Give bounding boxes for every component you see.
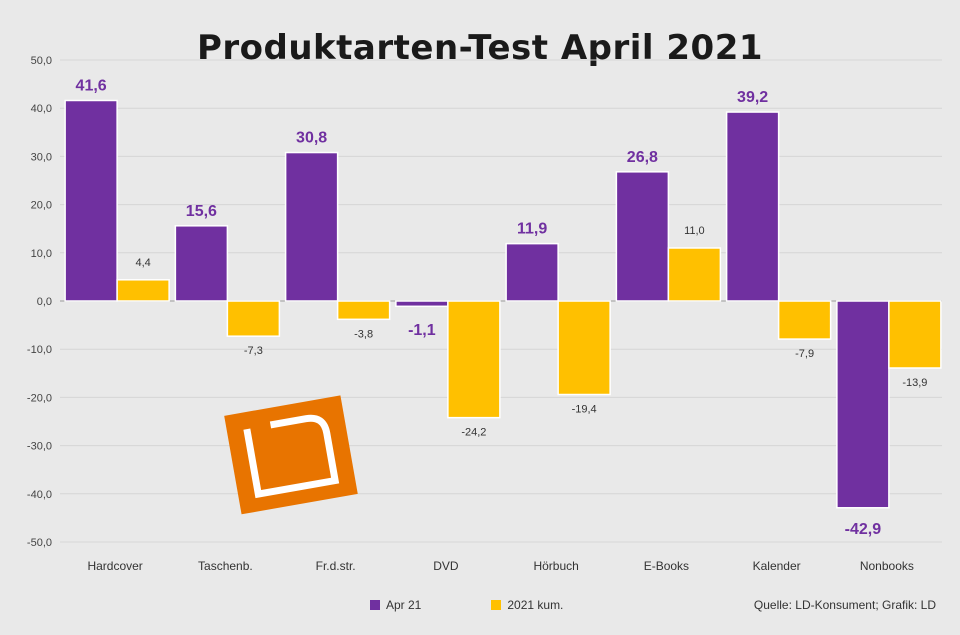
data-label-kum: -7,3 xyxy=(244,345,263,357)
legend-label-apr: Apr 21 xyxy=(386,598,422,612)
x-tick-label: DVD xyxy=(433,559,459,573)
x-axis-ticks: Hardcover Taschenb. Fr.d.str. DVD Hörbuch E-B… xyxy=(87,559,913,573)
y-tick-label: 20,0 xyxy=(31,200,52,212)
y-tick-label: 10,0 xyxy=(31,248,52,260)
bar-kum xyxy=(226,300,281,337)
bar-apr xyxy=(284,151,339,302)
bar-apr xyxy=(725,111,780,302)
bar-kum xyxy=(116,279,170,302)
data-label-kum: 4,4 xyxy=(135,257,150,269)
data-label-kum: -3,8 xyxy=(354,328,373,340)
ld-logo xyxy=(224,395,358,515)
legend-item-apr: Apr 21 xyxy=(370,598,421,612)
bar-apr xyxy=(505,242,559,302)
source-note: Quelle: LD-Konsument; Grafik: LD xyxy=(753,598,936,612)
grid-lines xyxy=(60,59,942,543)
x-tick-label: Hardcover xyxy=(87,559,142,573)
x-tick-label: Kalender xyxy=(753,559,801,573)
x-tick-label: E-Books xyxy=(644,559,689,573)
y-tick-label: -40,0 xyxy=(27,489,52,501)
legend-item-kum: 2021 kum. xyxy=(491,598,563,612)
legend-swatch-kum xyxy=(491,600,502,610)
x-tick-label: Nonbooks xyxy=(860,559,914,573)
y-tick-label: 50,0 xyxy=(31,55,52,67)
legend-swatch-apr xyxy=(370,600,380,610)
bar-kum xyxy=(888,300,942,369)
legend-label-kum: 2021 kum. xyxy=(507,598,564,612)
data-label-apr: 15,6 xyxy=(186,203,217,220)
y-tick-label: 30,0 xyxy=(31,151,52,163)
bar-apr xyxy=(174,225,229,302)
chart-title: Produktarten-Test April 2021 xyxy=(196,28,764,68)
data-label-apr: 41,6 xyxy=(76,77,107,94)
y-tick-label: -30,0 xyxy=(27,441,52,453)
bar-kum xyxy=(336,300,391,321)
data-label-kum: -24,2 xyxy=(461,427,486,439)
bar-kum xyxy=(447,300,501,419)
data-label-kum: -13,9 xyxy=(902,377,927,389)
y-axis-ticks: 50,0 40,0 30,0 20,0 10,0 0,0 -10,0 -20,0 -30,0 -4… xyxy=(27,55,52,549)
legend: Apr 21 2021 kum. xyxy=(370,598,623,612)
data-label-kum: 11,0 xyxy=(684,225,705,237)
y-tick-label: 40,0 xyxy=(31,103,52,115)
y-tick-label: -20,0 xyxy=(27,392,52,404)
data-label-apr: 39,2 xyxy=(737,89,768,106)
bars xyxy=(64,99,942,509)
bar-apr xyxy=(615,171,670,302)
y-tick-label: -50,0 xyxy=(27,537,52,549)
data-label-kum: -19,4 xyxy=(572,404,597,416)
data-label-apr: -42,9 xyxy=(845,521,882,538)
data-label-apr: 11,9 xyxy=(517,221,547,238)
data-label-kum: -7,9 xyxy=(795,348,814,360)
x-tick-label: Taschenb. xyxy=(198,559,253,573)
x-tick-label: Fr.d.str. xyxy=(316,559,356,573)
bar-apr xyxy=(64,99,118,302)
data-labels: 41,6 4,4 15,6 -7,3 30,8 -3,8 -1,1 -24,2 11,9 -19,… xyxy=(76,77,928,537)
x-tick-label: Hörbuch xyxy=(533,559,578,573)
data-label-apr: 26,8 xyxy=(627,149,658,166)
bar-kum xyxy=(667,247,722,302)
bar-apr xyxy=(395,300,449,308)
y-tick-label: 0,0 xyxy=(37,296,52,308)
y-tick-label: -10,0 xyxy=(27,344,52,356)
bar-kum xyxy=(777,300,832,340)
bar-kum xyxy=(557,300,611,396)
data-label-apr: -1,1 xyxy=(408,322,436,339)
data-label-apr: 30,8 xyxy=(296,130,327,147)
bar-apr xyxy=(836,300,890,509)
